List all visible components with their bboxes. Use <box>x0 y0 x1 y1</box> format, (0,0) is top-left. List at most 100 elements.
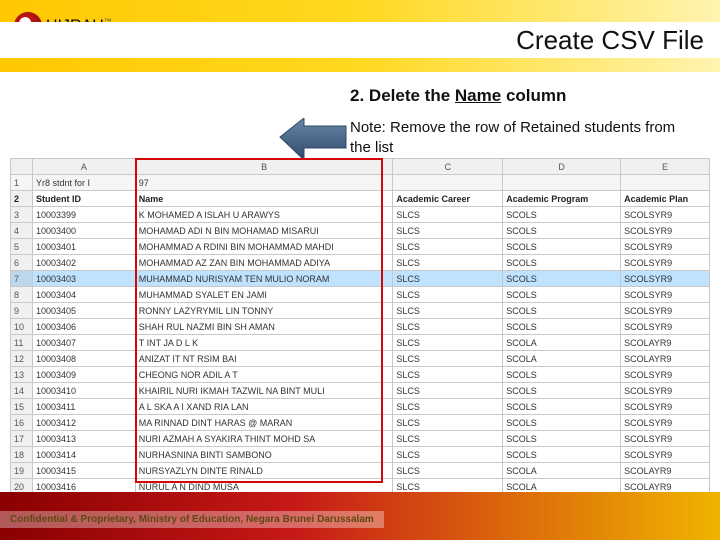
cell[interactable]: SCOLS <box>503 255 621 271</box>
table-row[interactable]: 1810003414NURHASNINA BINTI SAMBONOSLCSSC… <box>11 447 710 463</box>
cell[interactable]: KHAIRIL NURI IKMAH TAZWIL NA BINT MULI <box>135 383 393 399</box>
row-number[interactable]: 19 <box>11 463 33 479</box>
table-row[interactable]: 910003405RONNY LAZYRYMIL LIN TONNYSLCSSC… <box>11 303 710 319</box>
cell[interactable]: NURI AZMAH A SYAKIRA THINT MOHD SA <box>135 431 393 447</box>
cell[interactable]: SHAH RUL NAZMI BIN SH AMAN <box>135 319 393 335</box>
cell[interactable]: SCOLSYR9 <box>621 447 710 463</box>
row-number[interactable]: 1 <box>11 175 33 191</box>
cell[interactable]: MUHAMMAD NURISYAM TEN MULIO NORAM <box>135 271 393 287</box>
cell[interactable]: Academic Plan <box>621 191 710 207</box>
row-number[interactable]: 4 <box>11 223 33 239</box>
cell[interactable]: 10003408 <box>32 351 135 367</box>
table-row[interactable]: 410003400MOHAMAD ADI N BIN MOHAMAD MISAR… <box>11 223 710 239</box>
cell[interactable]: 97 <box>135 175 393 191</box>
cell[interactable]: SLCS <box>393 431 503 447</box>
cell[interactable]: Name <box>135 191 393 207</box>
table-row[interactable]: 1310003409CHEONG NOR ADIL A TSLCSSCOLSSC… <box>11 367 710 383</box>
cell[interactable]: 10003407 <box>32 335 135 351</box>
table-row[interactable]: 1910003415NURSYAZLYN DINTE RINALDSLCSSCO… <box>11 463 710 479</box>
col-header[interactable]: A <box>32 159 135 175</box>
cell[interactable]: SCOLS <box>503 383 621 399</box>
cell[interactable]: SLCS <box>393 367 503 383</box>
cell[interactable]: SLCS <box>393 447 503 463</box>
table-row[interactable]: 1710003413NURI AZMAH A SYAKIRA THINT MOH… <box>11 431 710 447</box>
table-row[interactable]: 1410003410KHAIRIL NURI IKMAH TAZWIL NA B… <box>11 383 710 399</box>
row-number[interactable]: 2 <box>11 191 33 207</box>
cell[interactable]: SLCS <box>393 207 503 223</box>
cell[interactable]: 10003413 <box>32 431 135 447</box>
cell[interactable]: SLCS <box>393 271 503 287</box>
table-row[interactable]: 1210003408ANIZAT IT NT RSIM BAISLCSSCOLA… <box>11 351 710 367</box>
cell[interactable]: Yr8 stdnt for I <box>32 175 135 191</box>
cell[interactable]: MOHAMMAD AZ ZAN BIN MOHAMMAD ADIYA <box>135 255 393 271</box>
cell[interactable]: A L SKA A I XAND RIA LAN <box>135 399 393 415</box>
cell[interactable]: SCOLAYR9 <box>621 351 710 367</box>
cell[interactable]: SLCS <box>393 415 503 431</box>
cell[interactable]: 10003399 <box>32 207 135 223</box>
cell[interactable]: 10003400 <box>32 223 135 239</box>
row-number[interactable]: 7 <box>11 271 33 287</box>
cell[interactable]: SCOLS <box>503 239 621 255</box>
row-number[interactable]: 8 <box>11 287 33 303</box>
cell[interactable]: SCOLAYR9 <box>621 463 710 479</box>
table-row[interactable]: 2Student IDNameAcademic CareerAcademic P… <box>11 191 710 207</box>
cell[interactable]: 10003410 <box>32 383 135 399</box>
cell[interactable]: SLCS <box>393 351 503 367</box>
cell[interactable]: SLCS <box>393 255 503 271</box>
cell[interactable]: MOHAMMAD A RDINI BIN MOHAMMAD MAHDI <box>135 239 393 255</box>
cell[interactable]: SCOLS <box>503 223 621 239</box>
table-row[interactable]: 610003402MOHAMMAD AZ ZAN BIN MOHAMMAD AD… <box>11 255 710 271</box>
table-row[interactable]: 1Yr8 stdnt for I97 <box>11 175 710 191</box>
cell[interactable]: RONNY LAZYRYMIL LIN TONNY <box>135 303 393 319</box>
row-number[interactable]: 16 <box>11 415 33 431</box>
cell[interactable]: SCOLS <box>503 319 621 335</box>
row-number[interactable]: 9 <box>11 303 33 319</box>
col-header[interactable]: B <box>135 159 393 175</box>
cell[interactable]: Student ID <box>32 191 135 207</box>
cell[interactable]: 10003401 <box>32 239 135 255</box>
row-number[interactable]: 15 <box>11 399 33 415</box>
cell[interactable]: SCOLSYR9 <box>621 319 710 335</box>
cell[interactable]: SLCS <box>393 319 503 335</box>
cell[interactable]: 10003403 <box>32 271 135 287</box>
cell[interactable]: SCOLS <box>503 367 621 383</box>
cell[interactable]: SLCS <box>393 239 503 255</box>
cell[interactable] <box>503 175 621 191</box>
cell[interactable]: SCOLSYR9 <box>621 431 710 447</box>
table-row[interactable]: 1110003407T INT JA D L KSLCSSCOLASCOLAYR… <box>11 335 710 351</box>
cell[interactable]: SLCS <box>393 223 503 239</box>
cell[interactable]: SCOLSYR9 <box>621 287 710 303</box>
cell[interactable]: SCOLS <box>503 447 621 463</box>
cell[interactable]: CHEONG NOR ADIL A T <box>135 367 393 383</box>
cell[interactable]: SCOLS <box>503 399 621 415</box>
cell[interactable]: SLCS <box>393 463 503 479</box>
cell[interactable]: SLCS <box>393 335 503 351</box>
cell[interactable]: NURSYAZLYN DINTE RINALD <box>135 463 393 479</box>
row-number[interactable]: 5 <box>11 239 33 255</box>
cell[interactable]: SLCS <box>393 383 503 399</box>
cell[interactable]: SCOLA <box>503 463 621 479</box>
cell[interactable]: SCOLSYR9 <box>621 399 710 415</box>
cell[interactable]: SCOLAYR9 <box>621 335 710 351</box>
cell[interactable]: 10003405 <box>32 303 135 319</box>
row-number[interactable]: 13 <box>11 367 33 383</box>
cell[interactable]: 10003414 <box>32 447 135 463</box>
table-row[interactable]: 1510003411A L SKA A I XAND RIA LANSLCSSC… <box>11 399 710 415</box>
cell[interactable]: Academic Program <box>503 191 621 207</box>
table-row[interactable]: 810003404MUHAMMAD SYALET EN JAMISLCSSCOL… <box>11 287 710 303</box>
cell[interactable]: SCOLS <box>503 271 621 287</box>
cell[interactable]: SCOLSYR9 <box>621 255 710 271</box>
cell[interactable]: SCOLS <box>503 415 621 431</box>
cell[interactable]: SLCS <box>393 303 503 319</box>
cell[interactable]: 10003406 <box>32 319 135 335</box>
cell[interactable]: MA RINNAD DINT HARAS @ MARAN <box>135 415 393 431</box>
row-number[interactable]: 18 <box>11 447 33 463</box>
cell[interactable]: MUHAMMAD SYALET EN JAMI <box>135 287 393 303</box>
cell[interactable]: SCOLA <box>503 351 621 367</box>
cell[interactable]: 10003409 <box>32 367 135 383</box>
cell[interactable]: ANIZAT IT NT RSIM BAI <box>135 351 393 367</box>
cell[interactable]: SCOLS <box>503 207 621 223</box>
cell[interactable]: NURHASNINA BINTI SAMBONO <box>135 447 393 463</box>
cell[interactable]: 10003404 <box>32 287 135 303</box>
cell[interactable] <box>621 175 710 191</box>
